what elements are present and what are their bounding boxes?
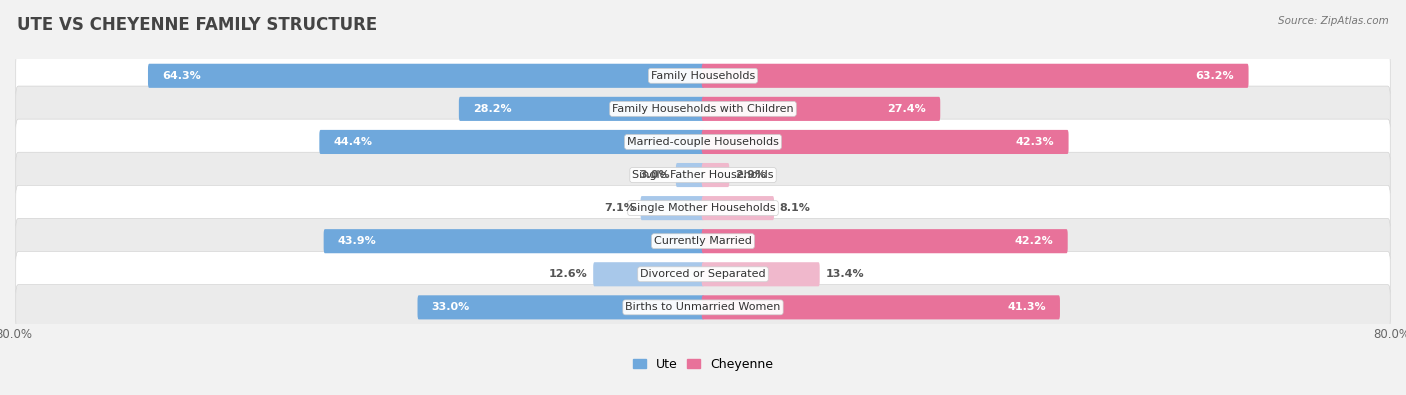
FancyBboxPatch shape — [15, 86, 1391, 132]
Text: Family Households: Family Households — [651, 71, 755, 81]
Text: 13.4%: 13.4% — [825, 269, 863, 279]
FancyBboxPatch shape — [702, 64, 1249, 88]
Text: 42.3%: 42.3% — [1015, 137, 1054, 147]
Text: 42.2%: 42.2% — [1015, 236, 1053, 246]
FancyBboxPatch shape — [458, 97, 704, 121]
FancyBboxPatch shape — [15, 252, 1391, 297]
Text: 27.4%: 27.4% — [887, 104, 927, 114]
FancyBboxPatch shape — [702, 295, 1060, 320]
Text: 43.9%: 43.9% — [337, 236, 377, 246]
Text: 33.0%: 33.0% — [432, 302, 470, 312]
FancyBboxPatch shape — [418, 295, 704, 320]
Text: Family Households with Children: Family Households with Children — [612, 104, 794, 114]
Text: Divorced or Separated: Divorced or Separated — [640, 269, 766, 279]
Text: 3.0%: 3.0% — [640, 170, 671, 180]
FancyBboxPatch shape — [148, 64, 704, 88]
FancyBboxPatch shape — [15, 53, 1391, 99]
Text: 2.9%: 2.9% — [735, 170, 766, 180]
Text: 41.3%: 41.3% — [1007, 302, 1046, 312]
Text: Currently Married: Currently Married — [654, 236, 752, 246]
Text: 28.2%: 28.2% — [472, 104, 512, 114]
FancyBboxPatch shape — [702, 262, 820, 286]
FancyBboxPatch shape — [15, 185, 1391, 231]
Text: 12.6%: 12.6% — [548, 269, 588, 279]
Text: UTE VS CHEYENNE FAMILY STRUCTURE: UTE VS CHEYENNE FAMILY STRUCTURE — [17, 16, 377, 34]
FancyBboxPatch shape — [15, 119, 1391, 165]
FancyBboxPatch shape — [15, 152, 1391, 198]
FancyBboxPatch shape — [15, 218, 1391, 264]
FancyBboxPatch shape — [702, 97, 941, 121]
FancyBboxPatch shape — [676, 163, 704, 187]
Text: Source: ZipAtlas.com: Source: ZipAtlas.com — [1278, 16, 1389, 26]
Text: 64.3%: 64.3% — [162, 71, 201, 81]
FancyBboxPatch shape — [15, 284, 1391, 330]
FancyBboxPatch shape — [702, 130, 1069, 154]
Text: Married-couple Households: Married-couple Households — [627, 137, 779, 147]
Text: 7.1%: 7.1% — [605, 203, 636, 213]
Text: 44.4%: 44.4% — [333, 137, 373, 147]
FancyBboxPatch shape — [702, 163, 730, 187]
FancyBboxPatch shape — [702, 196, 775, 220]
FancyBboxPatch shape — [641, 196, 704, 220]
FancyBboxPatch shape — [593, 262, 704, 286]
FancyBboxPatch shape — [702, 229, 1067, 253]
Legend: Ute, Cheyenne: Ute, Cheyenne — [628, 353, 778, 376]
Text: Single Father Households: Single Father Households — [633, 170, 773, 180]
Text: Single Mother Households: Single Mother Households — [630, 203, 776, 213]
FancyBboxPatch shape — [319, 130, 704, 154]
Text: 8.1%: 8.1% — [780, 203, 810, 213]
Text: 63.2%: 63.2% — [1195, 71, 1234, 81]
Text: Births to Unmarried Women: Births to Unmarried Women — [626, 302, 780, 312]
FancyBboxPatch shape — [323, 229, 704, 253]
